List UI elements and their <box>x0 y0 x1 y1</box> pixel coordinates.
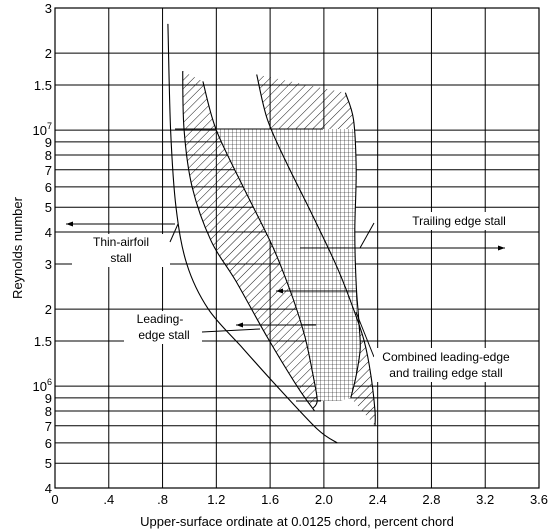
x-tick-label: 1.2 <box>207 492 225 507</box>
annotation-leading-edge-line1: Leading- <box>137 312 184 326</box>
y-tick-label: 6 <box>45 180 52 195</box>
annotation-combined-line1: Combined leading-edge <box>382 350 510 364</box>
y-tick-label: 4 <box>45 481 52 496</box>
y-tick-label: 1.5 <box>34 334 52 349</box>
y-tick-label: 8 <box>45 404 52 419</box>
y-tick-label: 5 <box>45 200 52 215</box>
thin-airfoil-label-bg <box>72 234 170 267</box>
y-tick-label: 5 <box>45 456 52 471</box>
stall-boundary-curve <box>344 92 361 398</box>
x-axis-label: Upper-surface ordinate at 0.0125 chord, … <box>140 514 454 529</box>
thin-airfoil-leader <box>169 223 179 243</box>
x-tick-label: 3.2 <box>476 492 494 507</box>
x-tick-label: 0 <box>51 492 58 507</box>
trailing-edge-label-bg <box>392 212 526 230</box>
leading-edge-label-bg <box>124 311 202 344</box>
leading-edge-leader <box>201 328 261 333</box>
annotation-thin-airfoil-line2: stall <box>110 251 131 265</box>
y-tick-label: 2 <box>45 46 52 61</box>
annotation-combined-line2: and trailing edge stall <box>389 366 502 380</box>
stall-boundary-curve <box>182 71 315 412</box>
y-tick-label: 7 <box>45 419 52 434</box>
x-tick-label: 2.4 <box>369 492 387 507</box>
y-tick-label: 2 <box>45 302 52 317</box>
boundary-curves <box>167 23 376 444</box>
combined-label-bg <box>374 348 520 382</box>
y-tick-label: 7 <box>45 163 52 178</box>
y-tick-label: 9 <box>45 135 52 150</box>
y-tick-label: 3 <box>45 257 52 272</box>
x-tick-label: 2.0 <box>315 492 333 507</box>
stall-boundary-curve <box>256 74 376 426</box>
stall-boundary-curve <box>202 81 318 409</box>
y-tick-label: 3 <box>45 1 52 16</box>
x-tick-labels: 0 .4 .8 1.2 1.6 2.0 2.4 2.8 3.2 3.6 <box>51 492 548 507</box>
x-tick-label: 2.8 <box>422 492 440 507</box>
annotation-thin-airfoil-line1: Thin-airfoil <box>93 235 149 249</box>
plot-frame <box>54 7 540 489</box>
y-tick-label: 4 <box>45 225 52 240</box>
x-tick-label: .8 <box>157 492 168 507</box>
y-tick-label: 9 <box>45 391 52 406</box>
combined-leader <box>355 311 375 358</box>
annotation-leading-edge-line2: edge stall <box>138 328 189 342</box>
stall-boundary-curve <box>167 23 338 444</box>
x-tick-label: 1.6 <box>261 492 279 507</box>
trailing-edge-leader <box>359 222 375 249</box>
leading-edge-stall-region <box>182 71 318 411</box>
y-axis-label: Reynolds number <box>10 196 25 299</box>
annotations: Thin-airfoil stall Leading- edge stall T… <box>66 212 526 382</box>
region-limit-lines <box>175 128 323 402</box>
y-tick-label: 1.5 <box>34 78 52 93</box>
x-tick-label: 3.6 <box>530 492 548 507</box>
y-tick-label: 8 <box>45 148 52 163</box>
y-tick-label: 6 <box>45 436 52 451</box>
annotation-trailing-edge: Trailing edge stall <box>412 214 506 228</box>
x-tick-label: .4 <box>103 492 114 507</box>
combined-stall-crosshatch <box>215 129 361 401</box>
